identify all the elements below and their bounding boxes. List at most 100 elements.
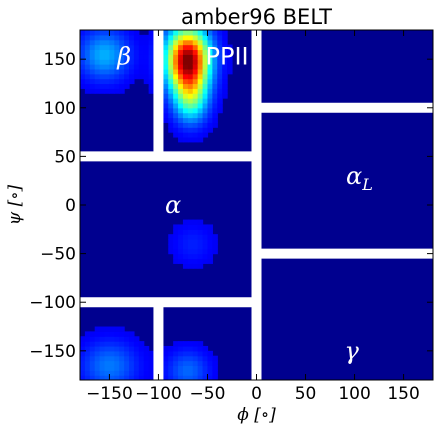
density-cell xyxy=(202,229,209,235)
density-cell xyxy=(109,326,115,332)
density-cell xyxy=(109,78,115,85)
density-cell xyxy=(148,30,155,36)
density-cell xyxy=(192,102,199,109)
density-cell xyxy=(222,34,228,41)
density-cell xyxy=(114,83,120,89)
density-cell xyxy=(173,253,179,260)
density-cell xyxy=(168,370,174,376)
density-cell xyxy=(129,345,135,352)
density-cell xyxy=(80,336,86,342)
density-cell xyxy=(84,39,91,46)
density-cell xyxy=(133,365,140,371)
density-cell xyxy=(163,360,169,367)
density-cell xyxy=(197,132,204,138)
density-cell xyxy=(197,253,204,260)
density-cell xyxy=(119,88,125,94)
density-cell xyxy=(109,341,115,347)
density-cell xyxy=(192,39,199,46)
x-axis-label: ϕ [∘] xyxy=(237,405,276,425)
density-cell xyxy=(178,54,184,60)
density-cell xyxy=(163,34,169,41)
density-cell xyxy=(217,59,223,65)
density-cell xyxy=(143,39,150,46)
density-cell xyxy=(163,39,169,46)
density-cell xyxy=(207,44,213,51)
density-cell xyxy=(114,331,120,337)
density-cell xyxy=(173,54,179,60)
density-cell xyxy=(192,112,199,119)
density-cell xyxy=(173,93,179,99)
density-cell xyxy=(168,375,174,380)
density-cell xyxy=(202,360,209,367)
density-cell xyxy=(222,54,228,60)
density-cell xyxy=(114,88,120,94)
density-cell xyxy=(202,248,209,255)
density-cell xyxy=(212,355,218,362)
density-cell xyxy=(192,122,199,128)
density-cell xyxy=(182,375,189,380)
density-cell xyxy=(119,331,125,337)
density-cell xyxy=(187,49,194,55)
density-cell xyxy=(197,136,204,143)
density-cell xyxy=(143,350,150,357)
density-cell xyxy=(104,54,111,60)
density-cell xyxy=(138,345,145,352)
density-cell xyxy=(84,64,91,70)
density-cell xyxy=(197,73,204,80)
density-cell xyxy=(124,49,130,55)
density-cell xyxy=(182,243,189,250)
density-cell xyxy=(182,370,189,376)
density-cell xyxy=(182,107,189,114)
density-cell xyxy=(104,350,111,357)
density-cell xyxy=(182,64,189,70)
density-cell xyxy=(114,336,120,342)
density-cell xyxy=(182,83,189,89)
density-cell xyxy=(129,64,135,70)
density-cell xyxy=(129,30,135,36)
density-cell xyxy=(109,30,115,36)
density-cell xyxy=(129,331,135,337)
density-cell xyxy=(104,88,111,94)
density-cell xyxy=(89,64,96,70)
density-cell xyxy=(94,54,101,60)
density-cell xyxy=(138,350,145,357)
density-cell xyxy=(182,224,189,230)
density-cell xyxy=(104,59,111,65)
density-cell xyxy=(192,345,199,352)
density-cell xyxy=(182,350,189,357)
density-cell xyxy=(173,234,179,240)
density-cell xyxy=(163,88,169,94)
density-cell xyxy=(212,68,218,75)
density-cell xyxy=(109,350,115,357)
density-cell xyxy=(192,68,199,75)
density-cell xyxy=(207,122,213,128)
density-cell xyxy=(173,243,179,250)
density-cell xyxy=(217,44,223,51)
density-cell xyxy=(217,78,223,85)
density-cell xyxy=(197,234,204,240)
density-cell xyxy=(99,49,106,55)
density-cell xyxy=(168,360,174,367)
density-cell xyxy=(187,365,194,371)
density-cell xyxy=(84,68,91,75)
density-cell xyxy=(124,345,130,352)
density-cell xyxy=(178,59,184,65)
density-cell xyxy=(197,93,204,99)
density-cell xyxy=(207,360,213,367)
density-cell xyxy=(94,34,101,41)
density-cell xyxy=(182,258,189,264)
density-cell xyxy=(168,355,174,362)
density-cell xyxy=(182,44,189,51)
density-cell xyxy=(168,30,174,36)
density-cell xyxy=(109,88,115,94)
density-cell xyxy=(202,224,209,230)
density-cell xyxy=(173,39,179,46)
density-cell xyxy=(192,229,199,235)
density-cell xyxy=(84,360,91,367)
density-cell xyxy=(207,117,213,123)
density-cell xyxy=(119,34,125,41)
density-cell xyxy=(173,68,179,75)
density-cell xyxy=(99,88,106,94)
density-cell xyxy=(143,78,150,85)
density-cell xyxy=(80,355,86,362)
